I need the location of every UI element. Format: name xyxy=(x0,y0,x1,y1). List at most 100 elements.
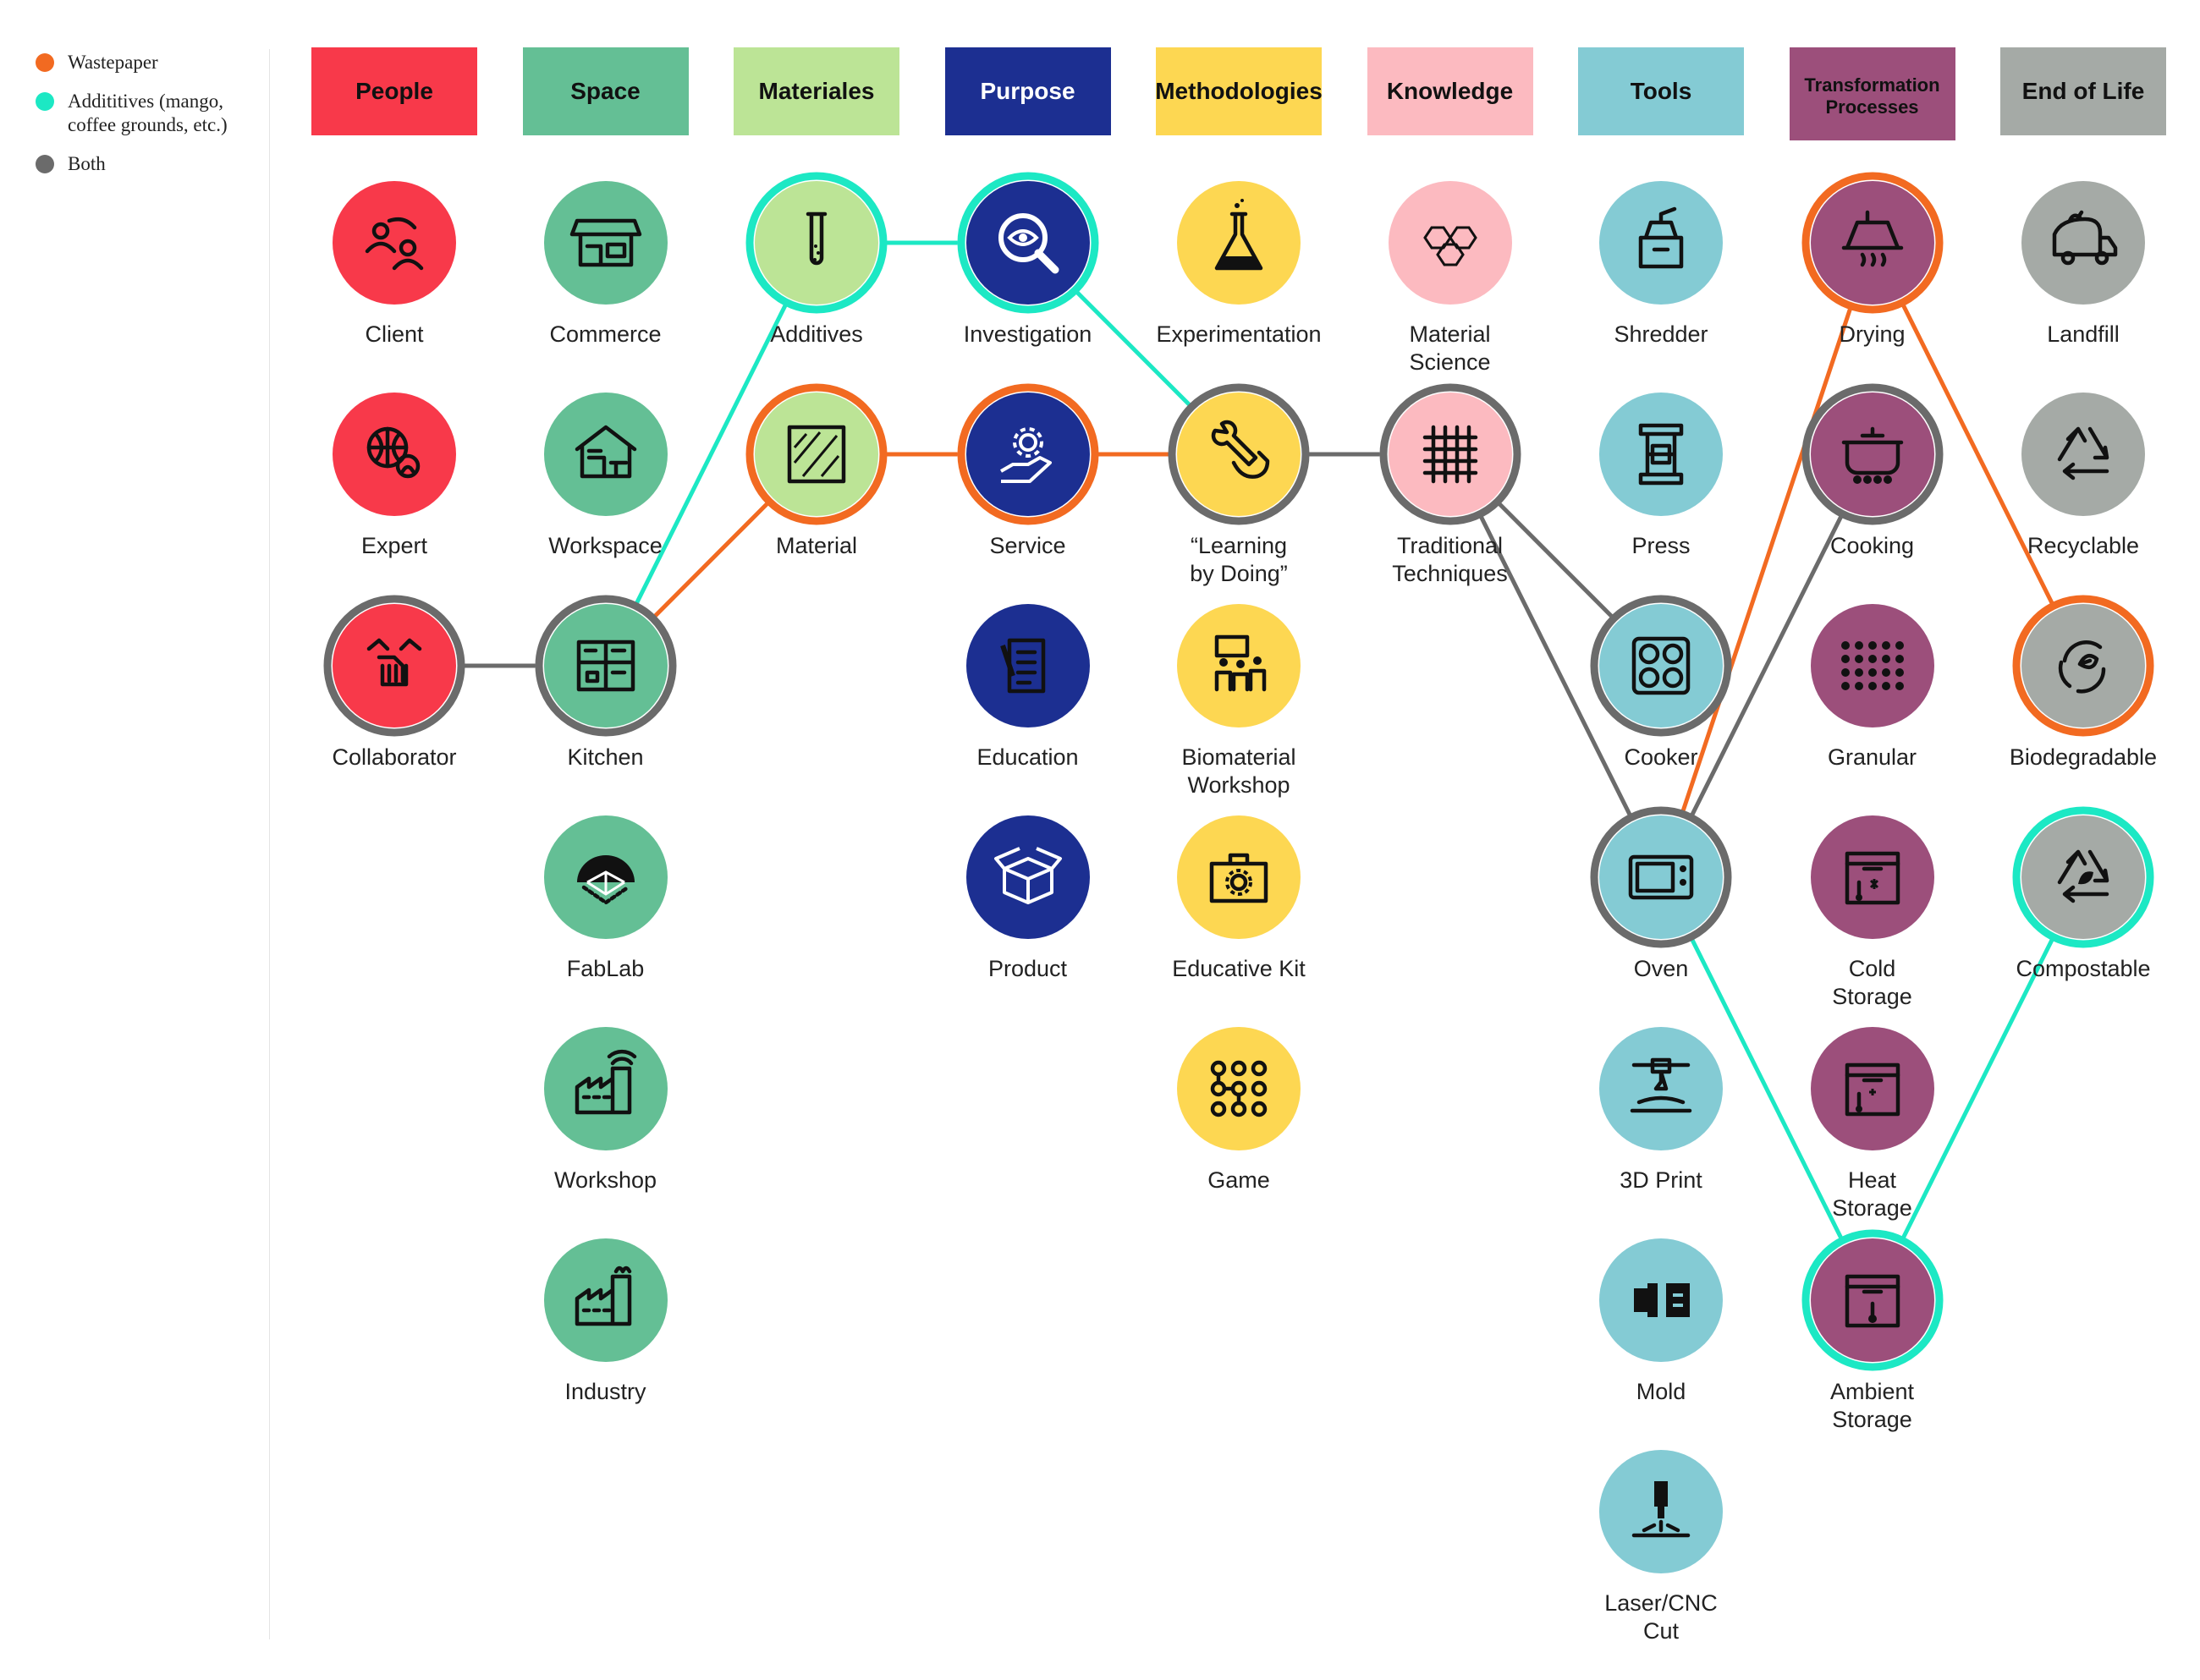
node-circle xyxy=(333,181,456,305)
node-label-industry: Industry xyxy=(564,1379,646,1404)
column-header-knowledge: Knowledge xyxy=(1367,47,1533,135)
node-game xyxy=(1146,996,1332,1182)
printer-3d-icon xyxy=(1630,1057,1692,1113)
factory-icon xyxy=(575,1265,631,1326)
node-label-ambientstorage: Ambient Storage xyxy=(1829,1379,1915,1432)
handshake-icon xyxy=(366,638,422,687)
texture-square-icon xyxy=(787,425,846,484)
node-circle xyxy=(543,1027,668,1150)
node-additives xyxy=(723,150,910,336)
node-traditional xyxy=(1357,361,1543,547)
node-label-game: Game xyxy=(1207,1167,1270,1193)
group-board-icon xyxy=(1214,634,1267,692)
node-label-compostable: Compostable xyxy=(2016,956,2151,981)
node-lasercut xyxy=(1568,1419,1754,1605)
legend-label: Wastepaper xyxy=(68,52,158,73)
node-circle xyxy=(543,181,668,305)
link-drying-biodegradable xyxy=(1901,305,2054,604)
node-investigation xyxy=(935,150,1121,336)
node-circle xyxy=(543,1238,668,1362)
toolbox-gear-icon xyxy=(1209,853,1268,903)
wrench-hand-icon xyxy=(1211,420,1270,479)
column-header-space: Space xyxy=(522,47,689,135)
microwave-icon xyxy=(1628,854,1694,900)
node-shredder xyxy=(1568,150,1754,336)
document-pen-icon xyxy=(999,638,1045,694)
node-circle xyxy=(1599,1450,1723,1573)
link-oven-drying xyxy=(1680,308,1852,812)
node-materialscience xyxy=(1357,150,1543,336)
link-traditional-cooker xyxy=(1498,502,1614,618)
node-circle xyxy=(2021,393,2145,516)
node-label-biomaterial: Biomaterial Workshop xyxy=(1181,744,1296,798)
node-circle xyxy=(1177,181,1301,305)
column-header-tools: Tools xyxy=(1578,47,1744,135)
node-fablab xyxy=(513,784,699,970)
node-compostable xyxy=(1990,784,2176,970)
node-education xyxy=(935,573,1121,759)
node-circle xyxy=(543,815,668,939)
node-label-workshop: Workshop xyxy=(553,1167,657,1193)
node-biodegradable xyxy=(1990,573,2176,759)
kitchen-icon xyxy=(576,640,635,692)
node-workshop xyxy=(513,996,699,1182)
node-circle xyxy=(1599,181,1723,305)
node-circle xyxy=(1177,1027,1301,1150)
legend-item-both: Both xyxy=(32,152,261,176)
node-circle xyxy=(1801,172,1943,314)
node-label-expert: Expert xyxy=(360,533,428,558)
node-circle xyxy=(1810,815,1934,939)
node-label-granular: Granular xyxy=(1827,744,1917,770)
node-mold xyxy=(1568,1207,1754,1393)
heat-box-icon xyxy=(1845,1062,1900,1117)
node-label-coldstorage: Cold Storage xyxy=(1832,956,1912,1009)
legend-divider xyxy=(269,49,270,1639)
node-circle xyxy=(1388,181,1512,305)
node-heatstorage xyxy=(1779,996,1966,1182)
node-label-landfill: Landfill xyxy=(2047,321,2120,347)
link-kitchen-material xyxy=(653,502,769,618)
column-header-transformation-processes: Transformation Processes xyxy=(1789,47,1955,140)
node-label-workspace: Workspace xyxy=(548,533,663,558)
node-press xyxy=(1568,361,1754,547)
node-circle xyxy=(965,604,1090,727)
node-circle xyxy=(2012,806,2154,948)
node-label-fablab: FabLab xyxy=(566,956,645,981)
legend-item-additives: Addititives (mango, coffee grounds, etc.… xyxy=(32,90,261,137)
node-label-press: Press xyxy=(1631,533,1691,558)
node-circle xyxy=(323,595,465,737)
node-recyclable xyxy=(1990,361,2176,547)
node-print3d xyxy=(1568,996,1754,1182)
legend-dot-icon xyxy=(36,53,54,72)
node-circle xyxy=(1590,595,1732,737)
node-label-collaborator: Collaborator xyxy=(332,744,457,770)
node-label-heatstorage: Heat Storage xyxy=(1832,1167,1912,1221)
column-header-people: People xyxy=(311,47,477,135)
link-traditional-oven xyxy=(1479,516,1632,815)
node-circle xyxy=(535,595,676,737)
node-client xyxy=(301,150,487,336)
node-circle xyxy=(1810,1027,1934,1150)
node-service xyxy=(935,361,1121,547)
node-circle xyxy=(2012,595,2154,737)
node-material xyxy=(723,361,910,547)
thermo-box-icon xyxy=(1845,1274,1900,1328)
node-landfill xyxy=(1990,150,2176,336)
node-drying xyxy=(1779,150,1966,336)
node-circle xyxy=(1599,1027,1723,1150)
node-label-traditional: Traditional Techniques xyxy=(1392,533,1508,586)
node-ambientstorage xyxy=(1779,1207,1966,1393)
node-coldstorage xyxy=(1779,784,1966,970)
flask-icon xyxy=(1214,199,1263,271)
node-circle xyxy=(333,393,456,516)
column-header-purpose: Purpose xyxy=(944,47,1111,135)
node-label-investigation: Investigation xyxy=(963,321,1092,347)
recycle-leaf-icon xyxy=(2057,849,2109,903)
node-circle xyxy=(1801,383,1943,525)
legend-dot-icon xyxy=(36,92,54,111)
stovetop-icon xyxy=(1631,636,1691,695)
node-circle xyxy=(1599,393,1723,516)
node-label-product: Product xyxy=(987,956,1068,981)
